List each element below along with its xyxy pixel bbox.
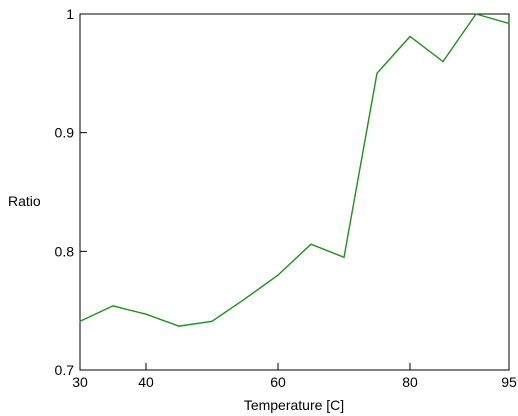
x-tick-label: 95 xyxy=(501,374,517,390)
data-point xyxy=(244,298,246,300)
data-point xyxy=(145,313,147,315)
data-point xyxy=(178,325,180,327)
data-point xyxy=(376,72,378,74)
data-point xyxy=(343,256,345,258)
y-tick-label: 0.8 xyxy=(55,243,75,259)
plot-frame xyxy=(79,13,510,371)
x-tick-label: 30 xyxy=(72,374,88,390)
data-point xyxy=(79,320,81,322)
series-group xyxy=(79,13,510,327)
x-tick-label: 80 xyxy=(402,374,418,390)
data-point xyxy=(475,13,477,15)
x-tick-label: 40 xyxy=(138,374,154,390)
y-tick-label: 1 xyxy=(66,6,74,22)
data-point xyxy=(211,320,213,322)
x-axis-label: Temperature [C] xyxy=(244,397,344,413)
data-point xyxy=(409,35,411,38)
data-point xyxy=(112,305,114,307)
y-axis-label: Ratio xyxy=(8,193,41,209)
series-line xyxy=(79,13,510,327)
data-point xyxy=(508,22,510,25)
y-tick-label: 0.7 xyxy=(55,362,75,378)
y-tick-label: 0.9 xyxy=(55,125,75,141)
data-point xyxy=(442,60,444,63)
ticks-group: 30 40 60 80 95 0.7 0.8 0.9 1 xyxy=(55,6,517,390)
plot-frame-group xyxy=(79,13,510,371)
x-tick-label: 60 xyxy=(270,374,286,390)
data-point xyxy=(310,243,312,245)
data-point xyxy=(277,274,279,276)
